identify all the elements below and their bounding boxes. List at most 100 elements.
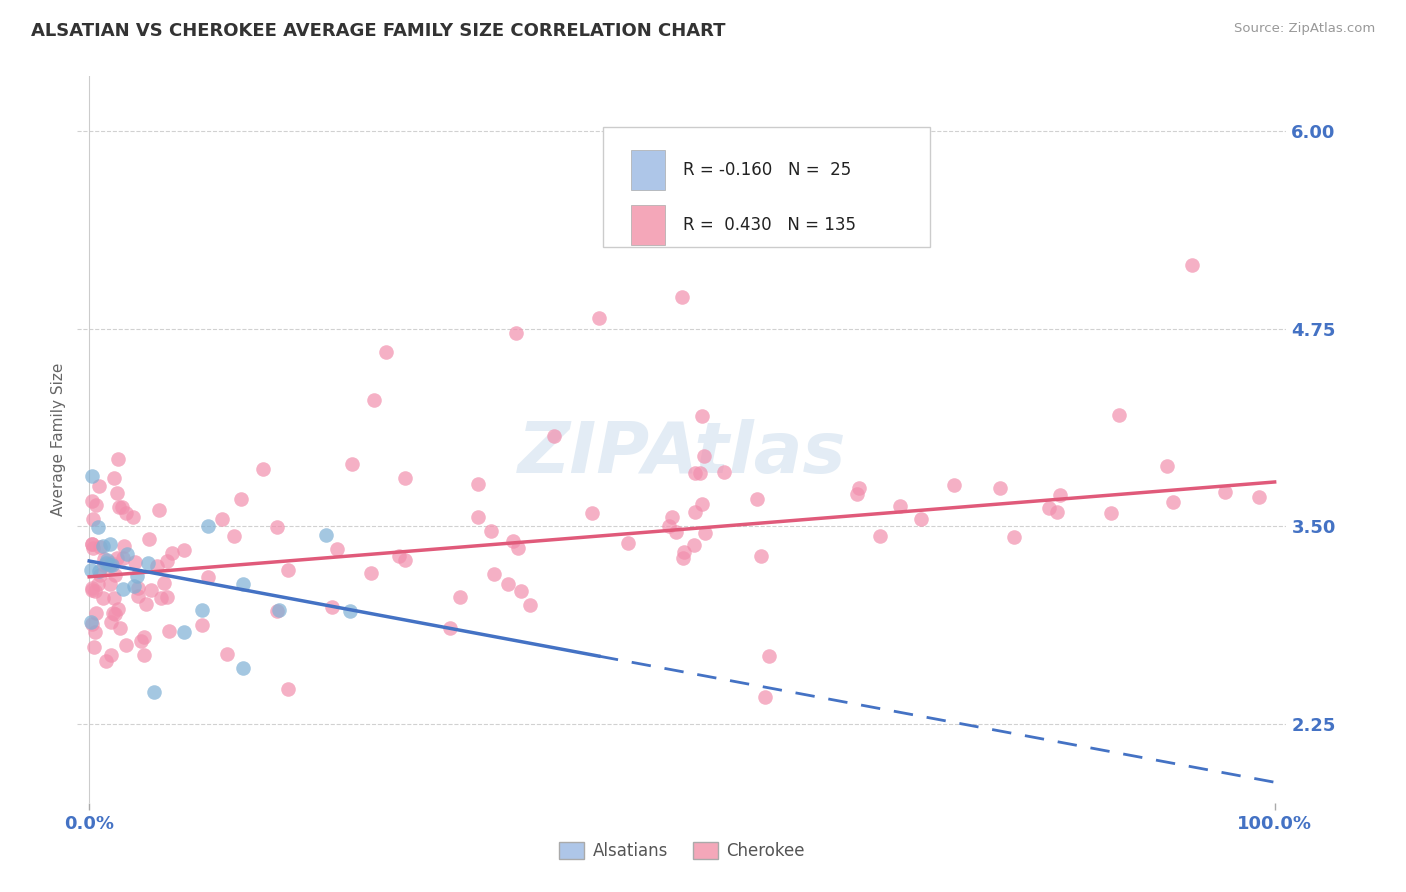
- Point: [80, 493, 103, 508]
- Point: [231, 491, 253, 506]
- Point: [1181, 259, 1204, 273]
- Point: [482, 567, 505, 582]
- Point: [617, 535, 640, 549]
- Legend: Alsatians, Cherokee: Alsatians, Cherokee: [553, 836, 811, 867]
- Point: [173, 542, 195, 557]
- Point: [315, 527, 337, 541]
- Point: [360, 566, 382, 581]
- Point: [80, 582, 103, 596]
- Point: [132, 648, 155, 662]
- Point: [658, 519, 681, 533]
- Point: [889, 499, 911, 513]
- Point: [321, 599, 343, 614]
- Point: [673, 544, 696, 558]
- Point: [114, 638, 136, 652]
- Point: [101, 606, 124, 620]
- Point: [127, 581, 149, 595]
- Point: [498, 577, 520, 591]
- Y-axis label: Average Family Size: Average Family Size: [51, 363, 66, 516]
- Point: [266, 605, 288, 619]
- Point: [94, 654, 117, 668]
- Point: [93, 551, 115, 566]
- Point: [671, 290, 693, 304]
- Point: [124, 555, 146, 569]
- Point: [277, 563, 299, 577]
- Point: [82, 512, 104, 526]
- Point: [135, 597, 157, 611]
- Point: [1046, 505, 1069, 519]
- Point: [690, 497, 713, 511]
- Point: [1099, 507, 1122, 521]
- Point: [695, 525, 717, 540]
- Point: [112, 539, 135, 553]
- Point: [93, 558, 115, 572]
- Point: [107, 602, 129, 616]
- Point: [1038, 501, 1060, 516]
- Point: [89, 564, 111, 578]
- Point: [665, 524, 688, 539]
- Point: [1156, 459, 1178, 474]
- Point: [98, 577, 121, 591]
- Point: [374, 345, 396, 359]
- Point: [156, 554, 179, 568]
- Point: [83, 624, 105, 639]
- Point: [105, 551, 128, 566]
- Point: [80, 582, 103, 597]
- Point: [910, 511, 932, 525]
- Point: [86, 498, 108, 512]
- Point: [197, 570, 219, 584]
- Point: [89, 479, 111, 493]
- Point: [519, 598, 541, 612]
- Point: [93, 539, 115, 553]
- Point: [690, 409, 713, 423]
- Point: [845, 487, 868, 501]
- Point: [211, 512, 233, 526]
- Point: [543, 429, 565, 443]
- Point: [224, 529, 246, 543]
- Point: [111, 500, 134, 514]
- Point: [252, 462, 274, 476]
- Point: [132, 630, 155, 644]
- FancyBboxPatch shape: [631, 151, 665, 190]
- Point: [942, 477, 965, 491]
- Point: [510, 584, 533, 599]
- Point: [97, 558, 120, 572]
- Point: [157, 624, 180, 639]
- Point: [100, 615, 122, 629]
- Point: [173, 624, 195, 639]
- Point: [107, 451, 129, 466]
- Point: [232, 661, 254, 675]
- Point: [156, 591, 179, 605]
- Point: [105, 485, 128, 500]
- Point: [129, 634, 152, 648]
- Point: [215, 647, 238, 661]
- Point: [103, 471, 125, 485]
- Point: [363, 392, 385, 407]
- Point: [83, 640, 105, 654]
- Point: [104, 607, 127, 621]
- Point: [96, 556, 118, 570]
- Text: R =  0.430   N = 135: R = 0.430 N = 135: [683, 216, 856, 234]
- Point: [83, 583, 105, 598]
- Point: [84, 607, 107, 621]
- Point: [388, 549, 411, 564]
- Point: [114, 506, 136, 520]
- Point: [1247, 490, 1270, 504]
- Point: [689, 466, 711, 480]
- Point: [122, 510, 145, 524]
- Point: [152, 575, 174, 590]
- Point: [1002, 530, 1025, 544]
- Point: [988, 481, 1011, 495]
- Text: ZIPAtlas: ZIPAtlas: [517, 419, 846, 488]
- Point: [80, 537, 103, 551]
- FancyBboxPatch shape: [631, 205, 665, 244]
- Point: [506, 541, 529, 555]
- Point: [588, 310, 610, 325]
- Point: [693, 449, 716, 463]
- Point: [277, 682, 299, 697]
- Point: [127, 569, 149, 583]
- Point: [266, 520, 288, 534]
- Point: [80, 616, 103, 631]
- Point: [87, 520, 110, 534]
- Point: [1108, 409, 1130, 423]
